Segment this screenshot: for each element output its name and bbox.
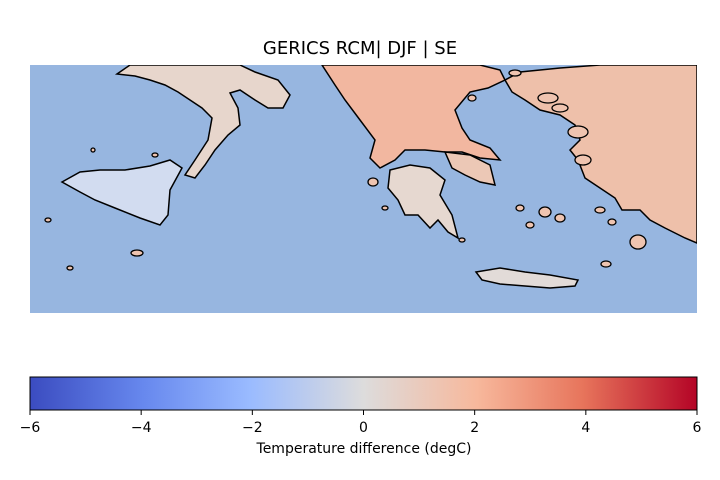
map-panel xyxy=(30,65,697,313)
colorbar-label: Temperature difference (degC) xyxy=(256,441,472,457)
colorbar-tick-label: −6 xyxy=(20,420,41,436)
colorbar-tick-label: 0 xyxy=(359,420,368,436)
map-title: GERICS RCM| DJF | SE xyxy=(262,38,458,59)
colorbar-ticks: −6 −4 −2 0 2 4 6 xyxy=(20,410,702,436)
land-sicily xyxy=(60,159,183,226)
colorbar-tick-label: −2 xyxy=(242,420,263,436)
land-southern-italy xyxy=(114,65,291,179)
land-crete xyxy=(474,267,580,289)
land-attica xyxy=(443,151,497,186)
colorbar-tick-label: 6 xyxy=(693,420,702,436)
land-peloponnese xyxy=(387,164,460,240)
aegean-islands xyxy=(44,69,647,271)
colorbar-tick-label: 2 xyxy=(470,420,479,436)
colorbar xyxy=(29,376,698,411)
colorbar-tick-label: 4 xyxy=(581,420,590,436)
colorbar-tick-label: −4 xyxy=(131,420,152,436)
